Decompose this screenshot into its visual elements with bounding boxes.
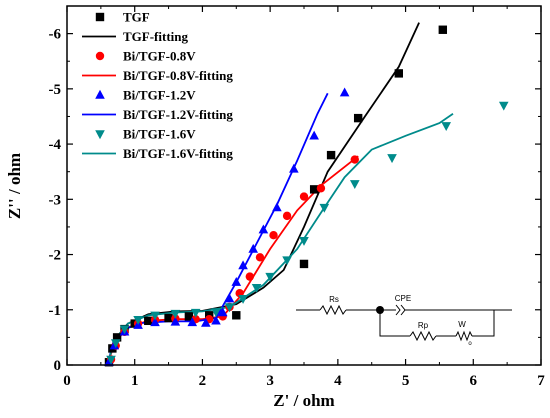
- warburg-element: [455, 330, 473, 342]
- rs-label: Rs: [329, 295, 339, 304]
- data-point: [394, 69, 403, 78]
- data-point: [170, 316, 181, 326]
- rs-resistor: [319, 304, 347, 316]
- data-point: [224, 293, 235, 303]
- rp-resistor: [409, 330, 437, 342]
- data-point: [190, 308, 201, 318]
- y-tick-label: -4: [49, 137, 62, 153]
- data-point: [248, 243, 259, 253]
- data-point: [339, 87, 350, 97]
- x-tick-label: 2: [199, 373, 207, 389]
- y-tick-label: -1: [49, 303, 62, 319]
- data-point: [299, 192, 309, 201]
- data-point: [211, 308, 221, 318]
- x-tick-label: 6: [470, 373, 478, 389]
- data-point: [238, 260, 248, 270]
- data-point: [106, 355, 116, 365]
- y-tick-label: -5: [49, 82, 62, 98]
- y-axis-label: Z'' / ohm: [5, 153, 24, 219]
- data-point: [282, 256, 292, 266]
- data-point: [150, 311, 160, 321]
- y-tick-label: 0: [54, 358, 62, 374]
- x-tick-label: 3: [266, 373, 274, 389]
- data-point: [217, 307, 228, 317]
- y-tick-label: -3: [49, 192, 62, 208]
- data-point: [119, 325, 130, 335]
- x-tick-label: 5: [402, 373, 410, 389]
- legend-marker: [95, 51, 105, 61]
- data-point: [319, 203, 330, 213]
- data-point: [326, 150, 336, 160]
- legend-label: Bi/TGF-1.6V: [123, 127, 196, 142]
- legend: TGF TGF-fitting Bi/TGF-0.8V Bi/TGF-0.8V-fit…: [82, 10, 233, 161]
- data-point: [349, 180, 360, 190]
- legend-marker: [95, 130, 105, 140]
- data-point: [309, 185, 319, 194]
- y-tick-label: -2: [49, 248, 62, 264]
- legend-label: Bi/TGF-1.6V-fitting: [123, 146, 233, 161]
- legend-marker: [95, 12, 105, 22]
- data-point: [150, 317, 160, 327]
- data-point: [282, 211, 292, 221]
- data-point: [309, 130, 319, 140]
- data-point: [441, 122, 451, 132]
- legend-marker: [95, 89, 105, 99]
- data-point: [269, 231, 278, 240]
- data-point: [238, 295, 248, 304]
- cpe-element: [394, 304, 408, 316]
- data-point: [224, 303, 235, 313]
- legend-label: Bi/TGF-0.8V: [123, 49, 196, 64]
- data-point: [184, 312, 194, 321]
- data-point: [387, 154, 397, 164]
- data-point: [187, 317, 198, 327]
- data-point: [201, 317, 211, 327]
- x-tick-label: 0: [63, 373, 71, 389]
- series-layer: [104, 22, 509, 367]
- circuit-wire: [379, 310, 410, 337]
- x-axis-label: Z' / ohm: [273, 391, 334, 410]
- data-point: [498, 101, 509, 111]
- x-tick-label: 1: [131, 373, 139, 389]
- data-point: [316, 184, 326, 193]
- w-subscript: o: [468, 341, 472, 347]
- data-point: [272, 202, 282, 212]
- data-point: [251, 283, 262, 293]
- data-point: [265, 272, 275, 282]
- data-point: [164, 313, 173, 323]
- rp-label: Rp: [418, 321, 429, 330]
- y-tick-label: -6: [49, 27, 62, 43]
- data-point: [299, 259, 309, 269]
- data-point: [289, 163, 299, 173]
- legend-label: Bi/TGF-1.2V-fitting: [123, 107, 233, 122]
- circuit-node: [376, 306, 384, 314]
- data-point: [211, 315, 221, 325]
- w-label: W: [458, 320, 466, 329]
- data-point: [258, 224, 269, 234]
- data-point: [353, 113, 363, 123]
- equivalent-circuit: [296, 304, 512, 342]
- data-point: [299, 237, 309, 246]
- data-point: [350, 155, 359, 164]
- data-point: [245, 272, 255, 281]
- legend-label: TGF-fitting: [123, 29, 188, 44]
- x-tick-label: 4: [334, 373, 342, 389]
- data-point: [232, 311, 241, 320]
- circuit-wire: [472, 310, 495, 337]
- axis-ticks: 0 1 2 3 4 5 6 7 0 -1 -2 -3 -4 -5 -6: [49, 6, 545, 389]
- legend-label: Bi/TGF-0.8V-fitting: [123, 68, 233, 83]
- data-point: [438, 25, 448, 34]
- x-tick-label: 7: [537, 373, 545, 389]
- cpe-label: CPE: [395, 294, 411, 303]
- data-point: [255, 253, 265, 262]
- data-point: [170, 309, 181, 319]
- data-point: [112, 333, 122, 342]
- data-point: [231, 276, 242, 286]
- data-point: [144, 316, 153, 326]
- legend-label: Bi/TGF-1.2V: [123, 88, 196, 103]
- data-point: [133, 316, 143, 325]
- legend-label: TGF: [123, 10, 150, 25]
- data-point: [110, 339, 121, 349]
